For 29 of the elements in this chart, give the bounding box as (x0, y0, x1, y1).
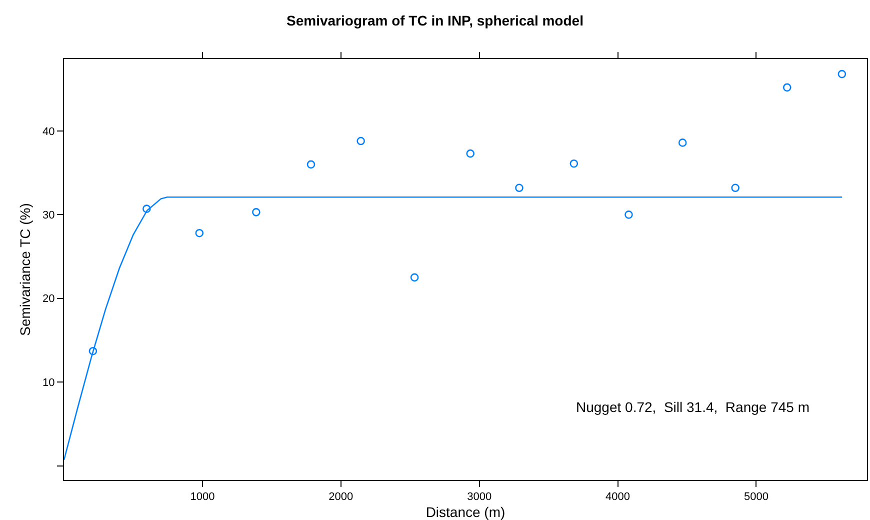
x-tick-label: 5000 (744, 491, 768, 504)
point (515, 184, 524, 192)
point (142, 204, 151, 213)
point (466, 149, 474, 158)
y-tick-label: 20 (42, 293, 55, 306)
point (678, 138, 687, 147)
y-tick-label: 40 (42, 126, 55, 138)
point (838, 70, 846, 78)
y-tick-label: 10 (42, 376, 55, 389)
point (624, 210, 633, 219)
point (306, 160, 316, 169)
x-tick-label: 3000 (467, 491, 492, 504)
point (195, 228, 204, 238)
x-tick-label: 2000 (328, 491, 354, 504)
point (782, 83, 792, 92)
point (252, 208, 260, 216)
annotation: Nugget 0.72, Sill 31.4, Range 745 m (576, 399, 810, 415)
point (570, 159, 578, 168)
x-tick-label: 4000 (606, 491, 630, 504)
chart-title: Semivariogram of TC in INP, spherical model (286, 12, 584, 28)
point (410, 273, 419, 282)
point (356, 136, 365, 146)
x-tick-label: 1000 (190, 491, 215, 504)
point (731, 184, 740, 192)
point (88, 346, 98, 356)
y-tick-label: 30 (42, 210, 55, 222)
x-axis-title: Distance (m) (426, 504, 506, 520)
y-axis-title: Semivariance TC (%) (17, 203, 34, 336)
line-series (64, 196, 843, 461)
